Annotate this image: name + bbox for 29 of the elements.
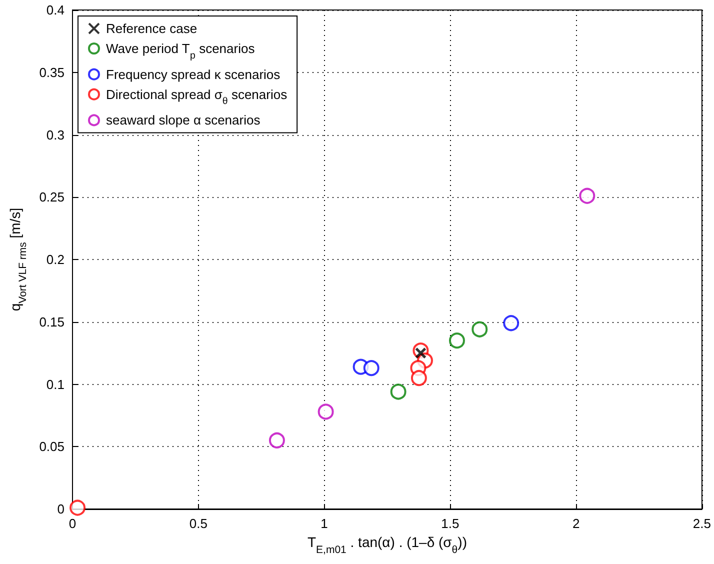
point: [268, 432, 285, 448]
legend-label: seaward slope α scenarios: [106, 112, 261, 128]
y-tick-label: 0.3: [46, 127, 64, 142]
x-tick-label: 1: [320, 516, 328, 531]
y-tick-label: 0.15: [39, 314, 64, 330]
x-tick-label: 2: [572, 516, 580, 531]
y-tick-label: 0.2: [46, 252, 64, 267]
x-tick-label: 0.5: [189, 516, 208, 531]
point: [579, 188, 596, 204]
legend-label: Reference case: [106, 21, 198, 36]
point: [410, 370, 427, 386]
point: [70, 500, 86, 516]
legend-label: Frequency spread κ scenarios: [106, 66, 281, 82]
point: [363, 360, 380, 376]
x-tick-label: 1.5: [441, 516, 460, 531]
y-tick-label: 0: [57, 502, 64, 516]
point: [503, 315, 520, 332]
point: [318, 404, 334, 420]
y-tick-label: 0.4: [46, 2, 64, 18]
point: [390, 384, 406, 400]
y-axis-title: qVort VLF rms [m/s]: [7, 208, 29, 312]
y-tick-label: 0.25: [39, 190, 64, 205]
y-tick-label: 0.05: [39, 439, 64, 454]
point: [448, 332, 465, 349]
x-tick-label: 2.5: [692, 516, 712, 531]
y-tick-label: 0.35: [39, 64, 64, 80]
point: [472, 321, 488, 338]
y-tick-label: 0.1: [46, 376, 64, 392]
x-tick-label: 0: [68, 516, 76, 531]
